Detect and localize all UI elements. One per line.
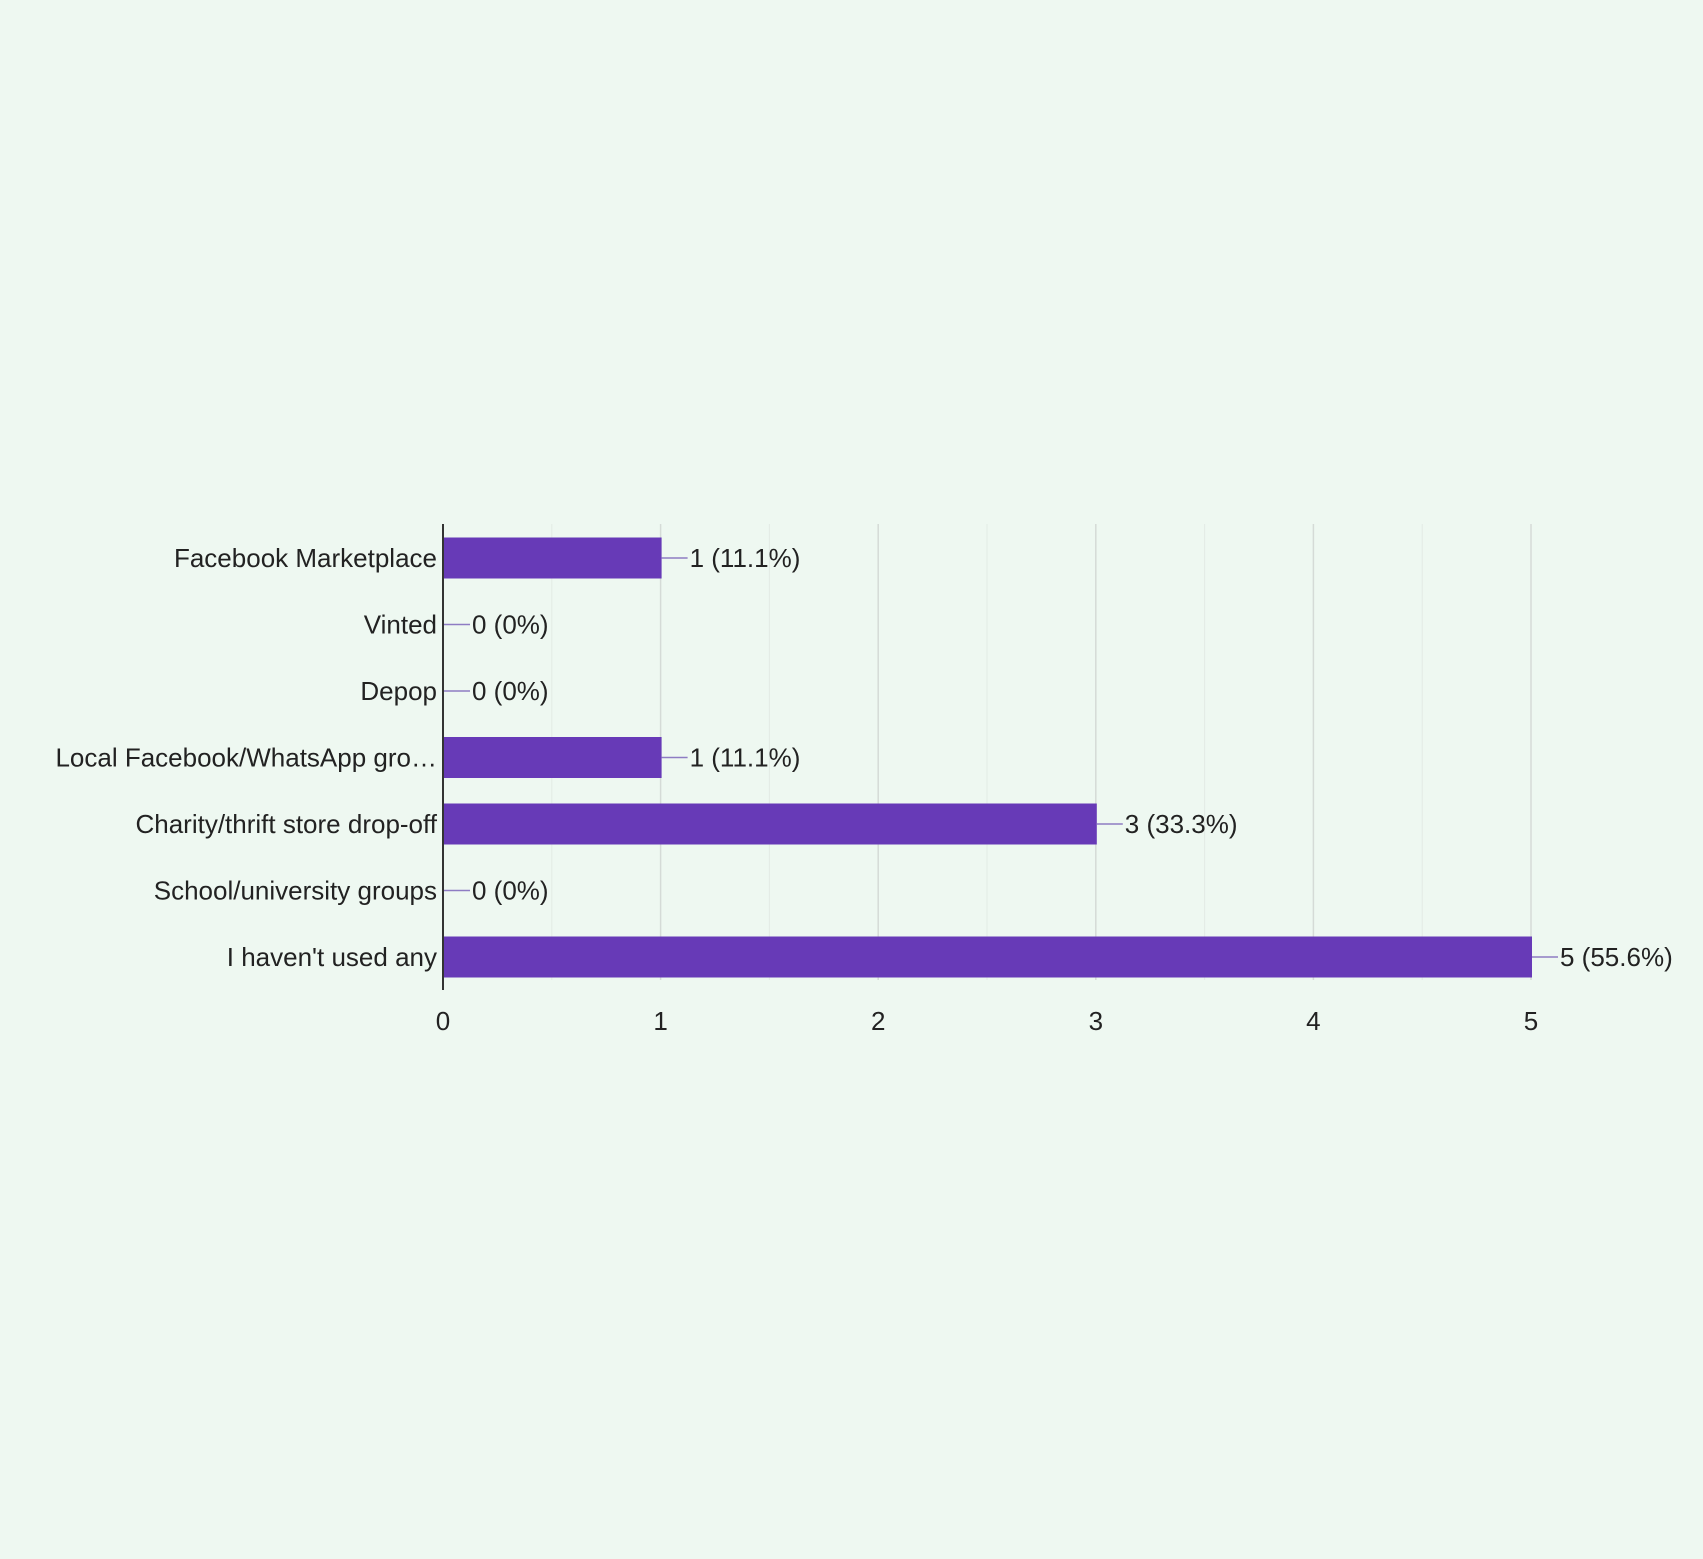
labels: 1 (11.1%) Facebook Marketplace 0 (0%) Vinte…	[55, 543, 1672, 1036]
bar	[444, 537, 662, 579]
x-tick-label: 3	[1089, 1006, 1103, 1036]
data-label: 0 (0%)	[472, 876, 549, 906]
bar	[444, 803, 1097, 845]
category-label: Vinted	[364, 610, 437, 640]
data-label: 1 (11.1%)	[690, 543, 801, 573]
data-label: 1 (11.1%)	[690, 743, 801, 773]
x-tick-label: 0	[436, 1006, 450, 1036]
x-tick-label: 1	[653, 1006, 667, 1036]
bar	[444, 936, 1532, 978]
data-label: 0 (0%)	[472, 676, 549, 706]
data-label: 0 (0%)	[472, 610, 549, 640]
gridlines	[551, 524, 1532, 980]
x-tick-label: 5	[1524, 1006, 1538, 1036]
bar	[444, 737, 662, 778]
data-label: 3 (33.3%)	[1125, 809, 1238, 839]
category-label: I haven't used any	[227, 942, 437, 972]
x-tick-label: 4	[1306, 1006, 1320, 1036]
category-label: School/university groups	[154, 876, 437, 906]
category-label: Facebook Marketplace	[174, 543, 437, 573]
data-label: 5 (55.6%)	[1560, 942, 1673, 972]
bars	[444, 537, 1558, 978]
x-tick-label: 2	[871, 1006, 885, 1036]
category-label: Depop	[360, 676, 437, 706]
category-label: Charity/thrift store drop-off	[135, 809, 437, 839]
category-label: Local Facebook/WhatsApp gro…	[55, 743, 437, 773]
